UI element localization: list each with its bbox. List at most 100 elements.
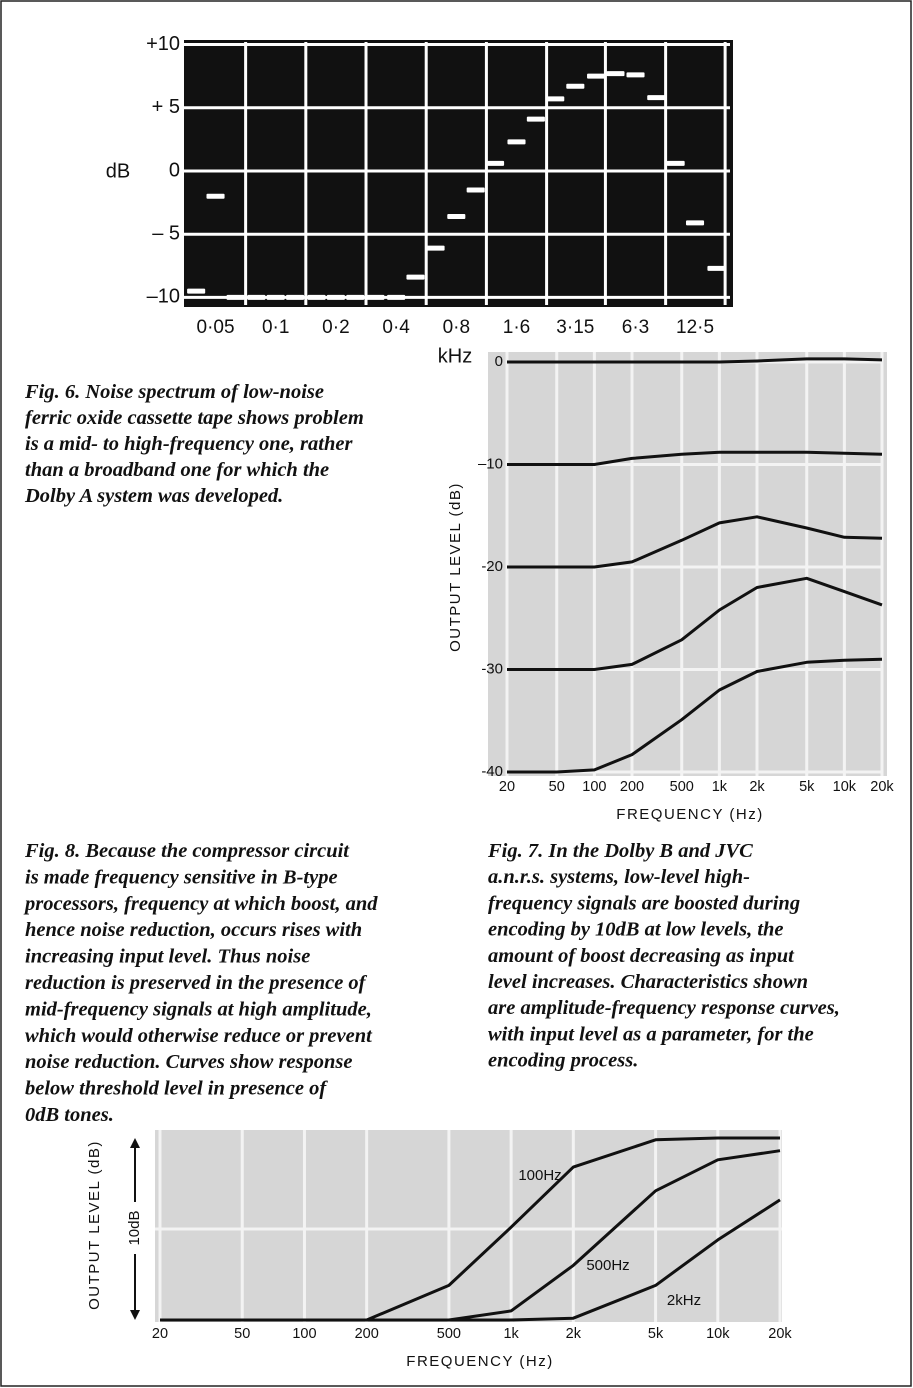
band-level [267,295,285,300]
x-axis-label: FREQUENCY (Hz) [406,1353,553,1370]
y-tick-label: -40 [481,763,503,780]
x-tick-label: 500 [437,1326,461,1342]
x-tick-label: 3·15 [556,317,594,338]
band-level [247,295,265,300]
band-level [606,71,624,76]
plot-background [488,352,887,776]
band-level [686,220,704,225]
band-level [566,84,584,89]
band-level [327,295,345,300]
caption-line: frequency signals are boosted during [488,892,800,914]
y-tick-label: -30 [481,660,503,677]
band-level [187,289,205,294]
caption-line: 0dB tones. [25,1104,114,1126]
x-tick-label: 1·6 [503,317,530,338]
band-level [227,295,245,300]
x-tick-label: 0·8 [443,317,470,338]
band-level [667,161,685,166]
x-tick-label: 6·3 [622,317,649,338]
x-tick-label: 10k [706,1326,730,1342]
x-tick-label: 2k [566,1326,582,1342]
band-level [527,117,545,122]
y-axis-label: dB [106,160,130,182]
x-tick-label: 50 [549,779,565,795]
band-level [387,295,405,300]
band-level [707,266,725,271]
x-tick-label: 20k [870,779,894,795]
x-tick-label: 1k [503,1326,519,1342]
caption-line: Fig. 6. Noise spectrum of low-noise [24,381,324,403]
x-tick-label: 0·1 [262,317,289,338]
y-axis-label: OUTPUT LEVEL (dB) [447,482,464,652]
band-level [206,194,224,199]
band-level [507,139,525,144]
band-level [406,275,424,280]
caption-line: noise reduction. Curves show response [25,1051,352,1073]
band-level [546,96,564,101]
caption-line: Fig. 8. Because the compressor circuit [24,840,350,862]
page: {"chart_data": [ {"type": "step", "backg… [0,0,913,1388]
page-canvas: 0·050·10·20·40·81·63·156·312·5+10+ 50– 5… [0,0,913,1388]
x-axis-label: kHz [438,345,472,367]
x-tick-label: 20 [152,1326,168,1342]
x-tick-label: 0·05 [197,317,235,338]
x-tick-label: 2k [749,779,765,795]
x-tick-label: 5k [799,779,815,795]
figure: 20 50 100 200 500 1k 2k 5k 10k 20k 0 –10 -20 -30 -40 OU… [447,352,894,1072]
band-level [486,161,504,166]
x-tick-label: 0·4 [382,317,410,338]
caption-line: is made frequency sensitive in B-type [25,866,338,888]
x-tick-label: 200 [620,779,644,795]
x-tick-label: 100 [582,779,606,795]
x-tick-label: 10k [833,779,857,795]
band-level [467,187,485,192]
y-tick-label: -20 [481,558,503,575]
x-tick-label: 1k [712,779,728,795]
caption-line: with input level as a parameter, for the [488,1023,814,1045]
y-axis-label: OUTPUT LEVEL (dB) [86,1140,103,1310]
curve-label: 2kHz [667,1292,701,1309]
x-tick-label: 50 [234,1326,250,1342]
arrow-head [130,1310,140,1320]
x-tick-label: 20k [768,1326,792,1342]
y-tick-label: – 5 [152,222,180,244]
plot-background [184,40,733,307]
caption-line: encoding process. [488,1050,638,1072]
caption-line: below threshold level in presence of [25,1078,328,1100]
x-tick-label: 500 [670,779,694,795]
caption-line: Dolby A system was developed. [24,485,283,507]
x-tick-label: 5k [648,1326,664,1342]
band-level [587,74,605,79]
band-level [346,295,364,300]
x-tick-label: 200 [355,1326,379,1342]
curve-label: 500Hz [586,1257,629,1274]
x-tick-label: 0·2 [322,317,349,338]
caption-line: processors, frequency at which boost, an… [23,893,378,915]
x-tick-label: 100 [292,1326,316,1342]
caption-line: increasing input level. Thus noise [25,946,310,968]
y-tick-label: +10 [146,33,180,55]
curve-label: 100Hz [518,1167,561,1184]
band-level [286,295,304,300]
caption-line: level increases. Characteristics shown [488,971,808,993]
band-level [308,295,326,300]
band-level [647,95,665,100]
y-tick-label: –10 [147,286,180,308]
caption-line: are amplitude-frequency response curves, [488,997,840,1019]
scale-label: 10dB [126,1210,143,1245]
x-tick-label: 20 [499,779,515,795]
caption-line: ferric oxide cassette tape shows problem [25,407,364,429]
caption-line: is a mid- to high-frequency one, rather [25,433,353,455]
y-tick-label: 0 [495,353,503,370]
arrow-head [130,1138,140,1148]
caption-line: mid-frequency signals at high amplitude, [25,998,372,1020]
caption-line: a.n.r.s. systems, low-level high- [488,866,750,888]
band-level [447,214,465,219]
caption-line: hence noise reduction, occurs rises with [25,919,362,941]
y-tick-label: 0 [169,159,180,181]
caption-line: amount of boost decreasing as input [488,945,795,967]
band-level [427,246,445,251]
y-tick-label: –10 [478,455,503,472]
band-level [626,72,644,77]
x-tick-label: 12·5 [676,317,714,338]
